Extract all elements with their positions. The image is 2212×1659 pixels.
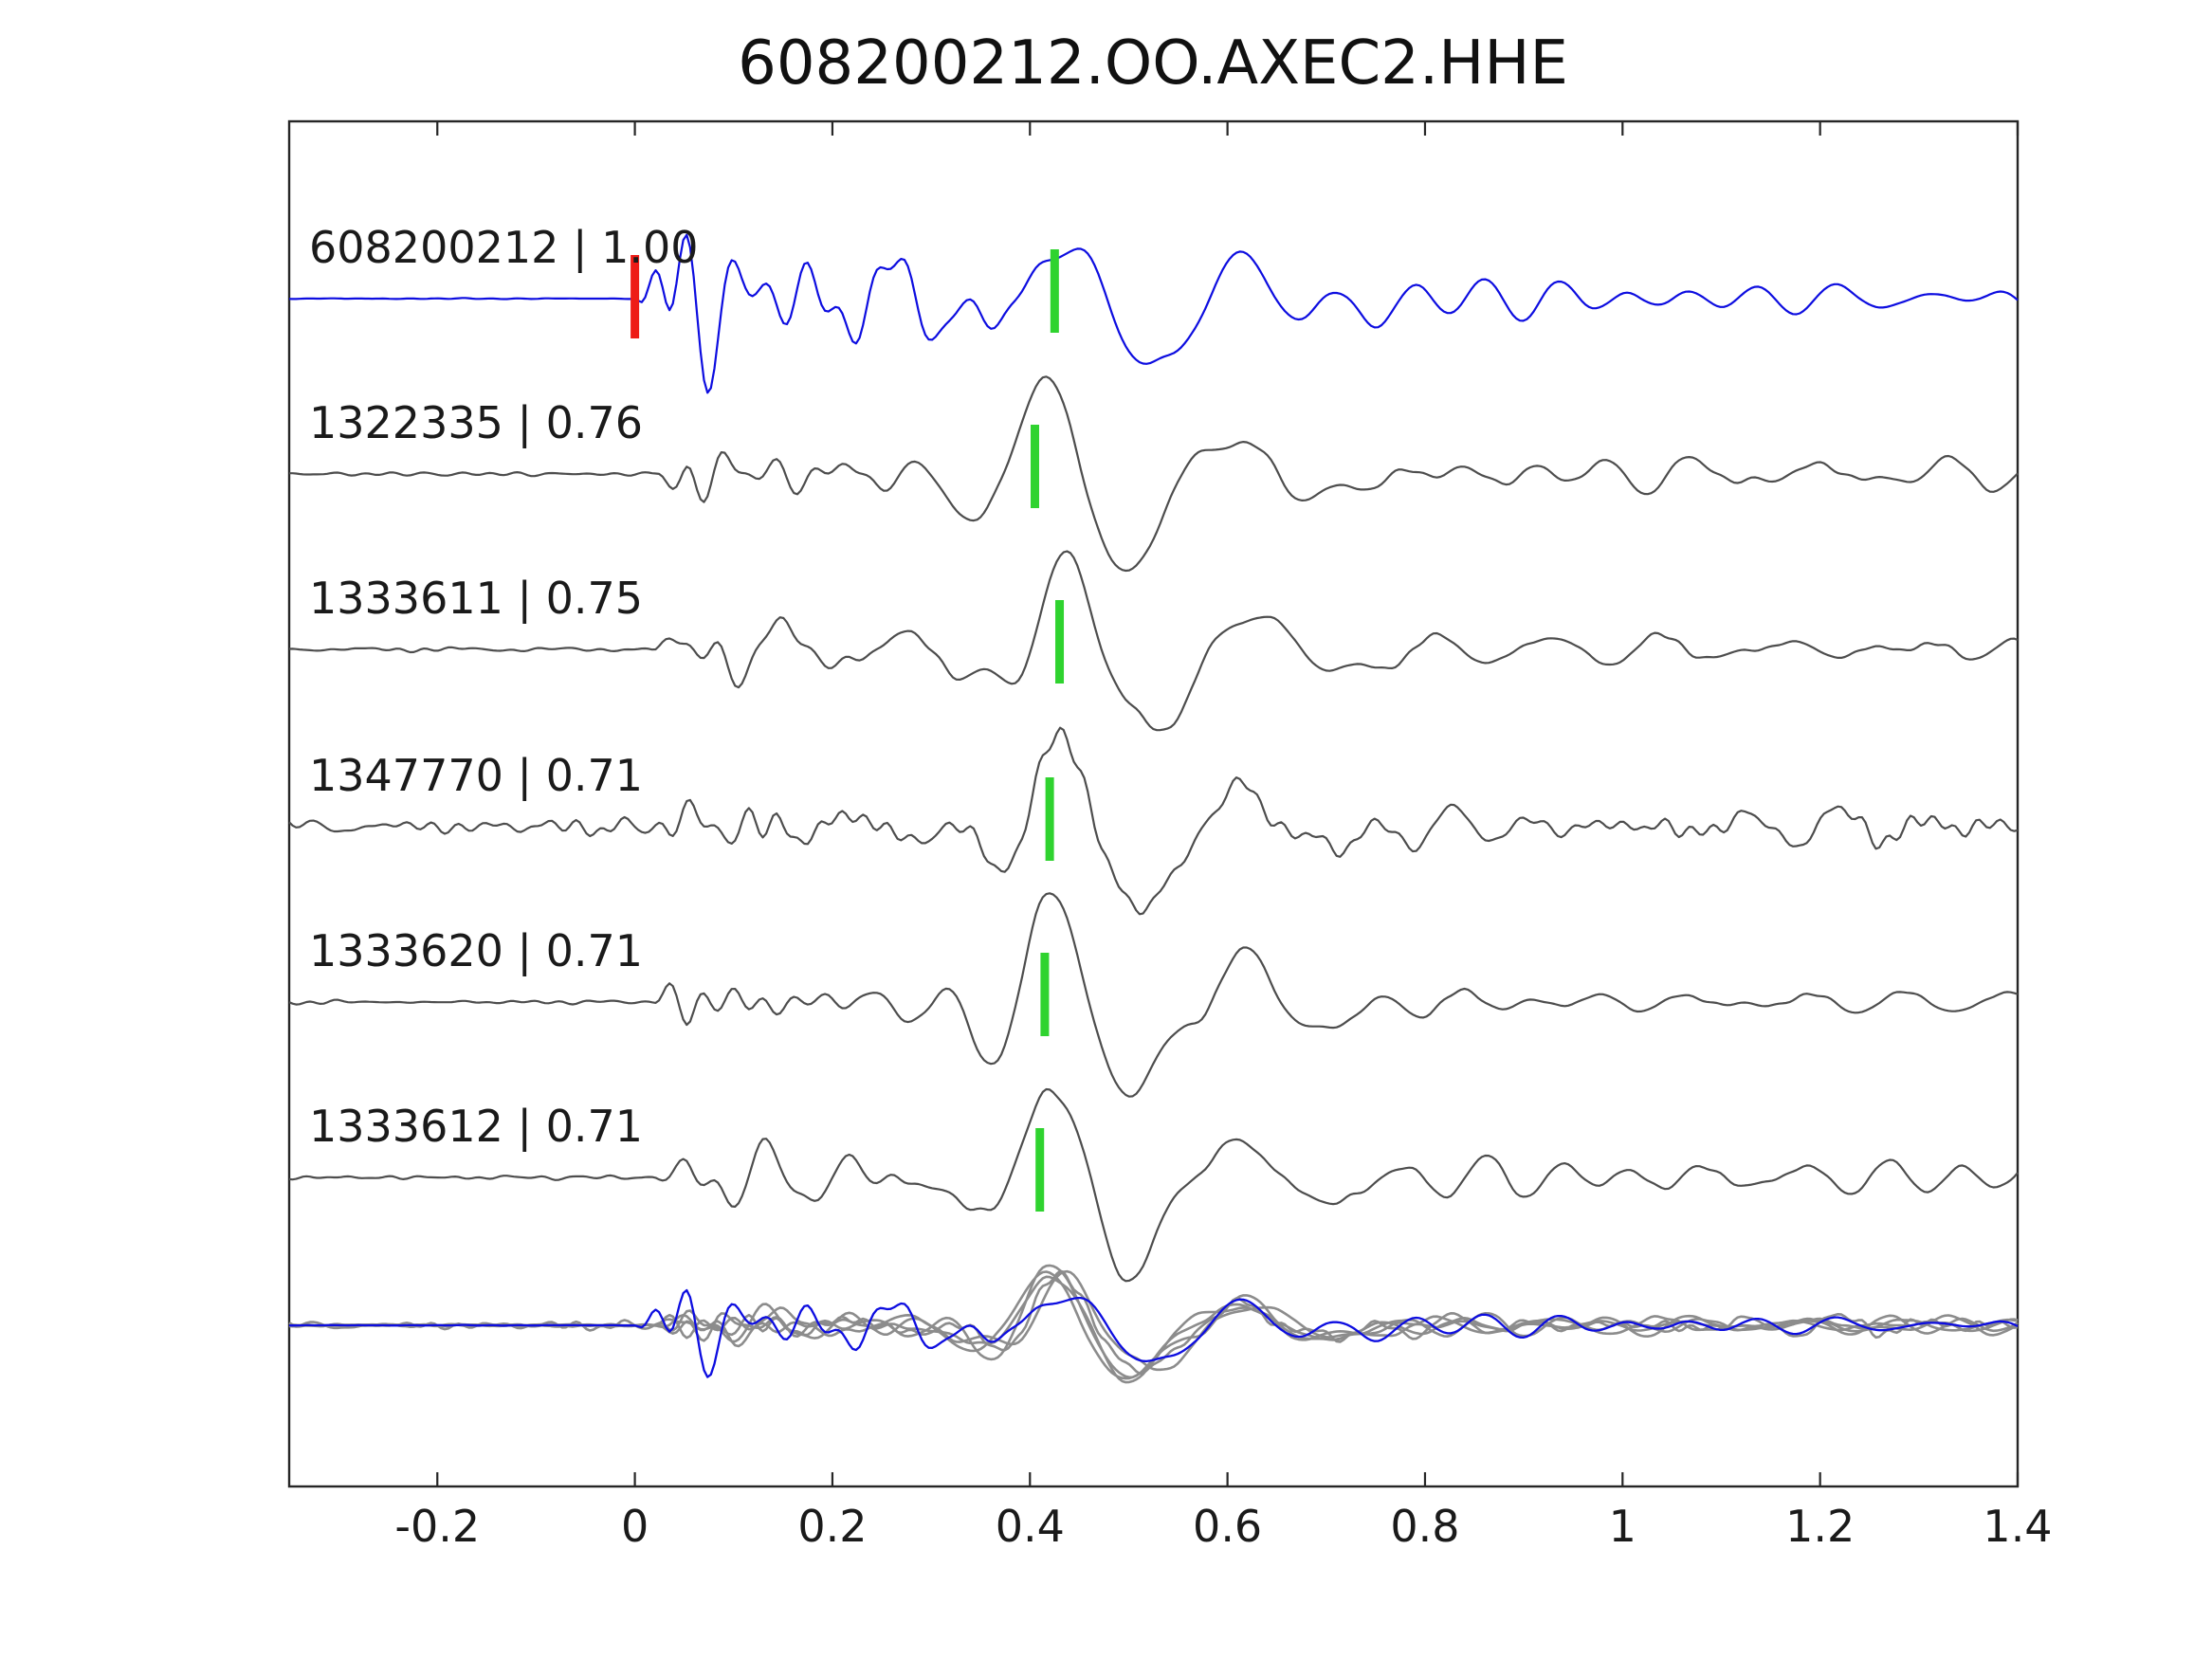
- chart-title: 608200212.OO.AXEC2.HHE: [738, 28, 1568, 99]
- x-axis-ticks-group: -0.2 0 0.2 0.4 0.6 0.8 1 1.2 1.4: [394, 121, 2053, 1552]
- trace-label-1333612: 1333612 | 0.71: [309, 1101, 643, 1153]
- pick-marker-1333611: [1055, 600, 1065, 684]
- x-tick-label: 0: [621, 1501, 649, 1552]
- trace-label-1322335: 1322335 | 0.76: [309, 397, 643, 449]
- trace-line-1333611: [288, 550, 2019, 732]
- x-tick-label: 0.6: [1193, 1501, 1262, 1552]
- trace-line-1322335: [289, 375, 2019, 573]
- overlay-trace-1347770: [288, 1269, 2019, 1376]
- trace-label-1333611: 1333611 | 0.75: [309, 573, 643, 625]
- trace-line-608200212: [288, 233, 2019, 394]
- trace-labels-group: 608200212 | 1.00 1322335 | 0.76 1333611 | …: [309, 222, 699, 1153]
- pick-marker-1322335: [1030, 425, 1039, 508]
- plot-border-group: [287, 119, 2020, 1488]
- overlay-trace-608200212: [288, 1288, 2019, 1378]
- trace-line-1333620: [288, 892, 2019, 1098]
- trace-label-1333620: 1333620 | 0.71: [309, 925, 643, 977]
- ref-pick-marker-608200212: [631, 255, 640, 338]
- pick-marker-1333612: [1035, 1128, 1045, 1212]
- pick-marker-608200212: [1050, 249, 1059, 333]
- x-tick-label: -0.2: [394, 1501, 480, 1552]
- trace-line-1333612: [288, 1087, 2019, 1283]
- x-tick-label: 1: [1609, 1501, 1636, 1552]
- trace-label-1347770: 1347770 | 0.71: [309, 750, 643, 802]
- x-tick-label: 0.2: [797, 1501, 867, 1552]
- x-tick-label: 0.4: [996, 1501, 1065, 1552]
- pick-marker-1333620: [1040, 953, 1050, 1036]
- overlay-trace-1333612: [288, 1275, 2019, 1384]
- pick-markers-group: [631, 249, 1065, 1212]
- x-tick-label: 0.8: [1390, 1501, 1459, 1552]
- trace-line-1347770: [288, 726, 2019, 916]
- pick-marker-1347770: [1045, 777, 1054, 861]
- overlay-traces-group: [288, 1264, 2019, 1384]
- x-tick-label: 1.4: [1983, 1501, 2052, 1552]
- trace-label-608200212: 608200212 | 1.00: [309, 222, 699, 274]
- plot-border: [287, 119, 2020, 1488]
- x-tick-label: 1.2: [1785, 1501, 1855, 1552]
- trace-lines-group: [288, 233, 2019, 1283]
